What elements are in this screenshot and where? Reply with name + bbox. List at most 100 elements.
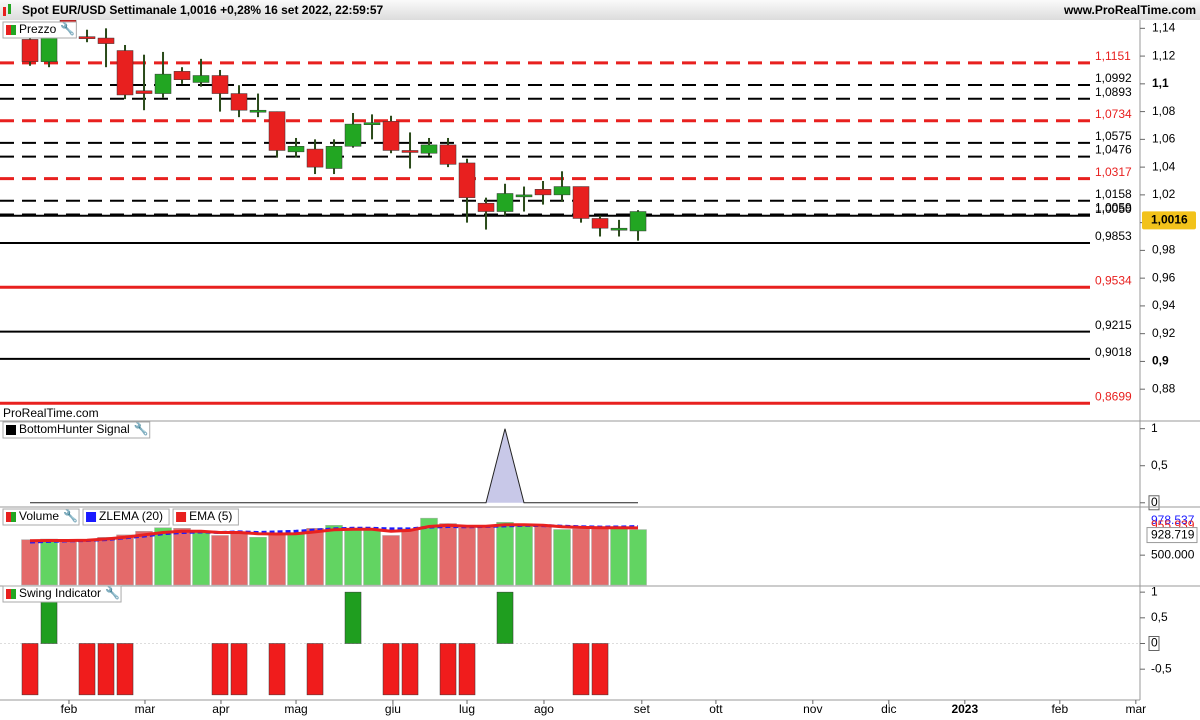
panel-legend-label: BottomHunter Signal (19, 422, 130, 436)
legend-swatch (6, 425, 11, 435)
candle (496, 183, 514, 216)
candle (515, 186, 533, 212)
candle-body (40, 35, 58, 62)
header-site[interactable]: www.ProRealTime.com (1063, 3, 1196, 17)
bar (420, 517, 438, 586)
panel-legend-box (2, 21, 77, 39)
x-tick-label: mar (1125, 702, 1146, 716)
series-legend (82, 508, 170, 526)
level-label: 0,9853 (1095, 229, 1132, 243)
bar (325, 525, 343, 586)
bar (401, 643, 419, 696)
candle-body (154, 73, 172, 94)
candle-body (363, 122, 381, 125)
candle-body (591, 218, 609, 229)
bar (458, 643, 476, 696)
x-tick-label: giu (385, 702, 401, 716)
x-tick-label: feb (1051, 702, 1068, 716)
bar (211, 535, 229, 586)
candle-body (458, 162, 476, 198)
candle-body (572, 186, 590, 219)
candle-body (306, 148, 324, 168)
level-label: 1,0059 (1095, 201, 1132, 215)
y-tick-label: 1,14 (1152, 20, 1176, 34)
y-tick-label: 0,88 (1152, 381, 1176, 395)
candle-body (135, 90, 153, 94)
bar (591, 528, 609, 586)
series-legend-box (82, 508, 170, 526)
bar (306, 528, 324, 586)
y-tick-label: 0,94 (1152, 298, 1176, 312)
candle (173, 67, 191, 84)
zero-box (1148, 636, 1160, 651)
candle-body (249, 109, 267, 113)
x-tick-label: dic (881, 702, 896, 716)
x-tick-label: set (634, 702, 651, 716)
y-tick-label: 0,96 (1152, 270, 1176, 284)
bar (572, 643, 590, 696)
level-label: 0,9215 (1095, 318, 1132, 332)
legend-swatch (176, 512, 187, 522)
candle (610, 219, 628, 237)
candle (325, 139, 343, 175)
candle (154, 51, 172, 98)
signal-line (30, 428, 638, 504)
x-tick-label: ott (709, 702, 723, 716)
y-tick-label: 1,12 (1152, 48, 1176, 62)
level-label: 1,0734 (1095, 107, 1132, 121)
bar (249, 536, 267, 586)
bar (268, 534, 286, 586)
y-tick-label: 0 (1151, 636, 1158, 650)
candle (420, 137, 438, 157)
panel-legend-box (2, 421, 151, 439)
candle (230, 85, 248, 118)
panel-legend: 🔧 (2, 585, 122, 603)
bar (629, 529, 647, 586)
y-tick-label: 1 (1151, 421, 1158, 435)
y-tick-label: 1,02 (1152, 187, 1176, 201)
level-label: 1,0158 (1095, 187, 1132, 201)
y-tick-label: 1 (1151, 584, 1158, 598)
level-label: 1,1151 (1095, 49, 1131, 63)
x-tick-label: mag (284, 702, 307, 716)
candle-body (496, 193, 514, 212)
bar (268, 643, 286, 696)
bar (173, 528, 191, 586)
y-tick-label: 1,06 (1152, 132, 1176, 146)
legend-swatch (6, 589, 11, 599)
candle-body (211, 75, 229, 94)
legend-swatch (86, 512, 97, 522)
candle (287, 137, 305, 158)
level-label: 0,9534 (1095, 273, 1132, 287)
bar (287, 532, 305, 586)
panel-legend-box (2, 508, 80, 526)
level-label: 1,0575 (1095, 129, 1132, 143)
last-price-label: 1,0016 (1151, 213, 1188, 227)
candle (382, 115, 400, 154)
x-tick-label: nov (803, 702, 822, 716)
candle-body (192, 75, 210, 83)
bar (78, 643, 96, 696)
bar (458, 527, 476, 586)
candle-body (344, 123, 362, 147)
bar (192, 532, 210, 586)
bar (21, 643, 39, 696)
candle-body (553, 186, 571, 196)
candle (439, 137, 457, 168)
level-label: 0,8699 (1095, 389, 1132, 403)
bar (344, 591, 362, 644)
panel-legend: 🔧 (2, 421, 151, 439)
header-icon (3, 7, 6, 16)
y-tick-label: 0 (1151, 495, 1158, 509)
signal-area (30, 428, 639, 503)
bar (610, 527, 628, 586)
candle (249, 93, 267, 118)
bar (477, 525, 495, 586)
panel-legend-label: Swing Indicator (19, 586, 101, 600)
candle (344, 112, 362, 148)
candle (78, 29, 96, 43)
indicator-line (29, 523, 639, 543)
legend-swatch (11, 25, 16, 35)
settings-icon: 🔧 (134, 421, 149, 436)
bar (496, 522, 514, 586)
